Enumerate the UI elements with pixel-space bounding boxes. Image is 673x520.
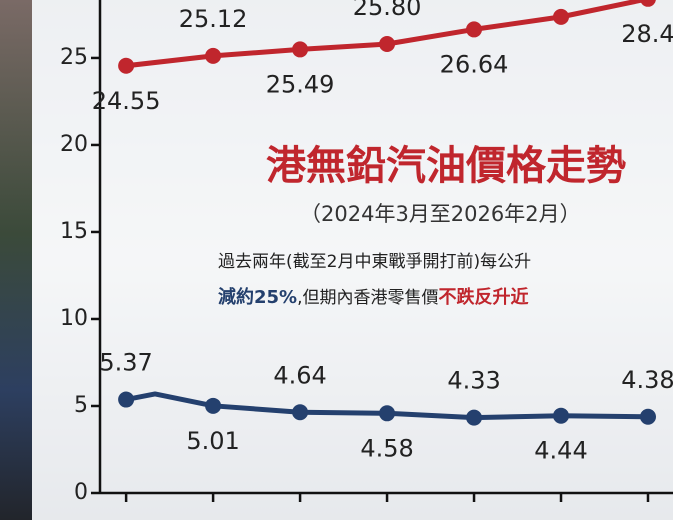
data-label: 24.55	[92, 87, 161, 115]
data-label: 4.38	[621, 366, 673, 394]
data-label: 28.4	[621, 20, 673, 48]
data-label: 4.44	[534, 437, 587, 465]
point	[292, 404, 308, 420]
y-tick-label: 15	[60, 219, 88, 244]
annotation: 減約25%,但期內香港零售價不跌反升近	[218, 286, 529, 308]
point	[379, 405, 395, 421]
point	[118, 58, 134, 74]
y-tick-label: 10	[60, 306, 88, 331]
point	[466, 21, 482, 37]
point	[379, 36, 395, 52]
point	[118, 392, 134, 408]
annotation-text: ,但期內香港零售價	[297, 288, 438, 308]
data-label: 25.80	[353, 0, 422, 21]
point	[205, 398, 221, 414]
point	[466, 410, 482, 426]
annotation-highlight: 減約25%	[218, 286, 297, 308]
data-label: 4.64	[273, 361, 326, 389]
point	[205, 48, 221, 64]
data-label: 5.01	[186, 427, 239, 455]
y-tick-label: 5	[74, 393, 88, 418]
y-tick-label: 0	[74, 480, 88, 505]
data-label: 5.37	[99, 349, 152, 377]
data-label: 26.64	[440, 50, 509, 78]
point	[640, 409, 656, 425]
point	[553, 9, 569, 25]
subtitle: （2024年3月至2026年2月）	[300, 202, 581, 226]
point	[553, 408, 569, 424]
data-label: 4.58	[360, 434, 413, 462]
chart-title: 港無鉛汽油價格走勢	[266, 143, 626, 189]
data-label: 25.12	[179, 5, 248, 33]
chart: 0 5 10 15 20 2524.55 25.12 25.49 25.80 26.64 28.4 5…	[0, 0, 673, 520]
data-label: 4.33	[447, 367, 500, 395]
y-tick-label: 20	[60, 132, 88, 157]
data-label: 25.49	[266, 70, 335, 98]
y-tick-label: 25	[60, 45, 88, 70]
background-photo-edge	[0, 0, 32, 520]
point	[292, 41, 308, 57]
annotation-highlight: 不跌反升近	[439, 286, 529, 308]
annotation: 過去兩年(截至2月中東戰爭開打前)每公升	[218, 252, 531, 272]
